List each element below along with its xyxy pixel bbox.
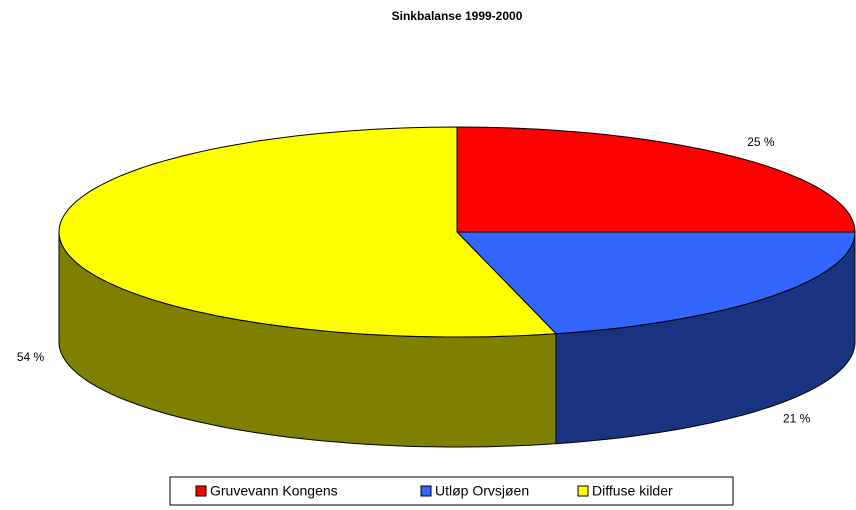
slice xyxy=(455,231,856,335)
slice xyxy=(58,126,558,338)
legend-swatch xyxy=(420,485,432,497)
legend-label: Diffuse kilder xyxy=(592,483,673,499)
legend-box xyxy=(169,476,734,506)
data-label: 21 % xyxy=(783,411,811,425)
legend-swatch xyxy=(195,485,207,497)
chart-title: Sinkbalanse 1999-2000 xyxy=(392,9,523,23)
legend-swatch xyxy=(577,485,589,497)
legend-label: Gruvevann Kongens xyxy=(210,483,338,499)
data-label: 54 % xyxy=(17,350,45,364)
legend-label: Utløp Orvsjøen xyxy=(435,483,529,499)
data-label: 25 % xyxy=(747,135,775,149)
slice xyxy=(456,126,856,233)
